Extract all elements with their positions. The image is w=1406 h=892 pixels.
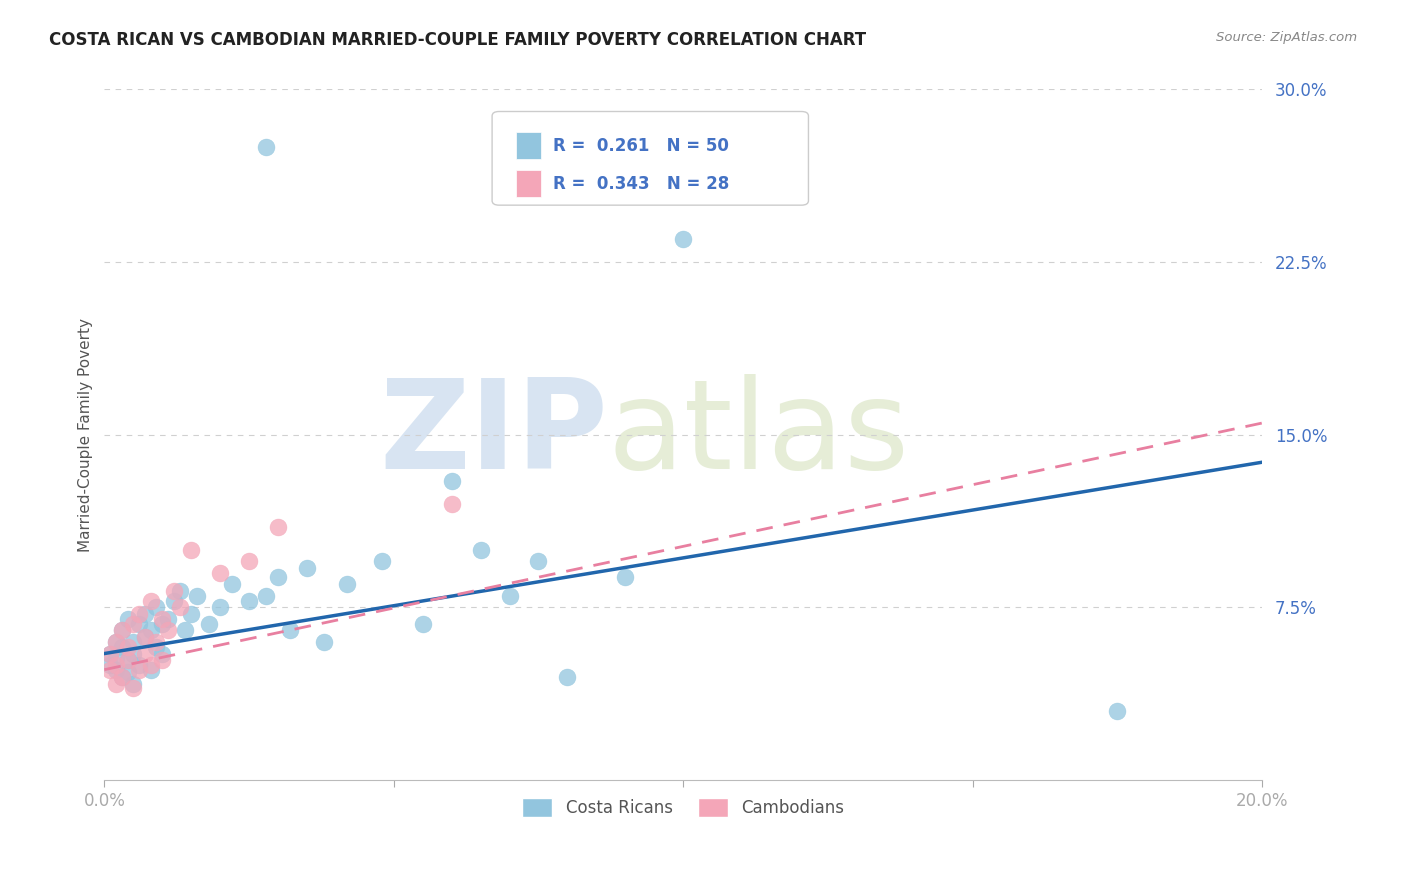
Point <box>111 670 134 684</box>
Point <box>672 232 695 246</box>
Point <box>169 584 191 599</box>
Point <box>128 658 150 673</box>
Point <box>470 542 492 557</box>
Point <box>104 635 127 649</box>
Point <box>117 653 139 667</box>
Point <box>111 624 134 638</box>
Point <box>122 676 145 690</box>
Point <box>150 653 173 667</box>
Point <box>104 658 127 673</box>
Point <box>150 612 173 626</box>
Point <box>122 616 145 631</box>
Point <box>139 624 162 638</box>
Point <box>139 663 162 677</box>
Legend: Costa Ricans, Cambodians: Costa Ricans, Cambodians <box>516 791 851 824</box>
Point <box>209 600 232 615</box>
Point <box>557 670 579 684</box>
Point <box>295 561 318 575</box>
Point <box>169 600 191 615</box>
Text: Source: ZipAtlas.com: Source: ZipAtlas.com <box>1216 31 1357 45</box>
Point <box>145 600 167 615</box>
Point <box>145 640 167 654</box>
Point <box>1107 704 1129 718</box>
Text: atlas: atlas <box>607 374 910 495</box>
Point <box>150 647 173 661</box>
Point <box>104 663 127 677</box>
Point <box>117 653 139 667</box>
Point <box>197 616 219 631</box>
Point <box>117 665 139 679</box>
Point <box>111 640 134 654</box>
Point <box>157 612 180 626</box>
Point <box>150 616 173 631</box>
Point <box>111 624 134 638</box>
Point <box>111 670 134 684</box>
Point <box>117 640 139 654</box>
Point <box>98 663 121 677</box>
Point <box>440 474 463 488</box>
Point <box>254 139 277 153</box>
Point <box>221 577 243 591</box>
Point <box>98 658 121 673</box>
Point <box>134 631 156 645</box>
Point <box>128 607 150 622</box>
Text: R =  0.343   N = 28: R = 0.343 N = 28 <box>553 175 728 193</box>
Point <box>145 635 167 649</box>
Text: ZIP: ZIP <box>380 374 607 495</box>
Point <box>117 612 139 626</box>
Point <box>412 616 434 631</box>
Text: R =  0.261   N = 50: R = 0.261 N = 50 <box>553 136 728 154</box>
Point <box>163 593 186 607</box>
Point <box>314 635 336 649</box>
Point <box>122 647 145 661</box>
Point <box>104 676 127 690</box>
Point <box>139 593 162 607</box>
Point <box>238 554 260 568</box>
Point <box>336 577 359 591</box>
Point <box>128 616 150 631</box>
Y-axis label: Married-Couple Family Poverty: Married-Couple Family Poverty <box>79 318 93 551</box>
Point <box>139 658 162 673</box>
Point <box>267 520 290 534</box>
Point <box>134 647 156 661</box>
Point <box>128 663 150 677</box>
Point <box>614 570 637 584</box>
Point <box>238 593 260 607</box>
Point <box>104 635 127 649</box>
Point <box>104 651 127 665</box>
Point <box>209 566 232 580</box>
Point <box>498 589 520 603</box>
Point <box>163 584 186 599</box>
Text: COSTA RICAN VS CAMBODIAN MARRIED-COUPLE FAMILY POVERTY CORRELATION CHART: COSTA RICAN VS CAMBODIAN MARRIED-COUPLE … <box>49 31 866 49</box>
Point <box>186 589 208 603</box>
Point <box>98 647 121 661</box>
Point <box>98 647 121 661</box>
Point <box>527 554 550 568</box>
Point <box>254 589 277 603</box>
Point <box>157 624 180 638</box>
Point <box>180 607 202 622</box>
Point <box>278 624 301 638</box>
Point <box>134 631 156 645</box>
Point <box>122 635 145 649</box>
Point <box>122 681 145 695</box>
Point <box>440 497 463 511</box>
Point <box>371 554 394 568</box>
Point <box>134 607 156 622</box>
Point <box>174 624 197 638</box>
Point <box>267 570 290 584</box>
Point <box>180 542 202 557</box>
